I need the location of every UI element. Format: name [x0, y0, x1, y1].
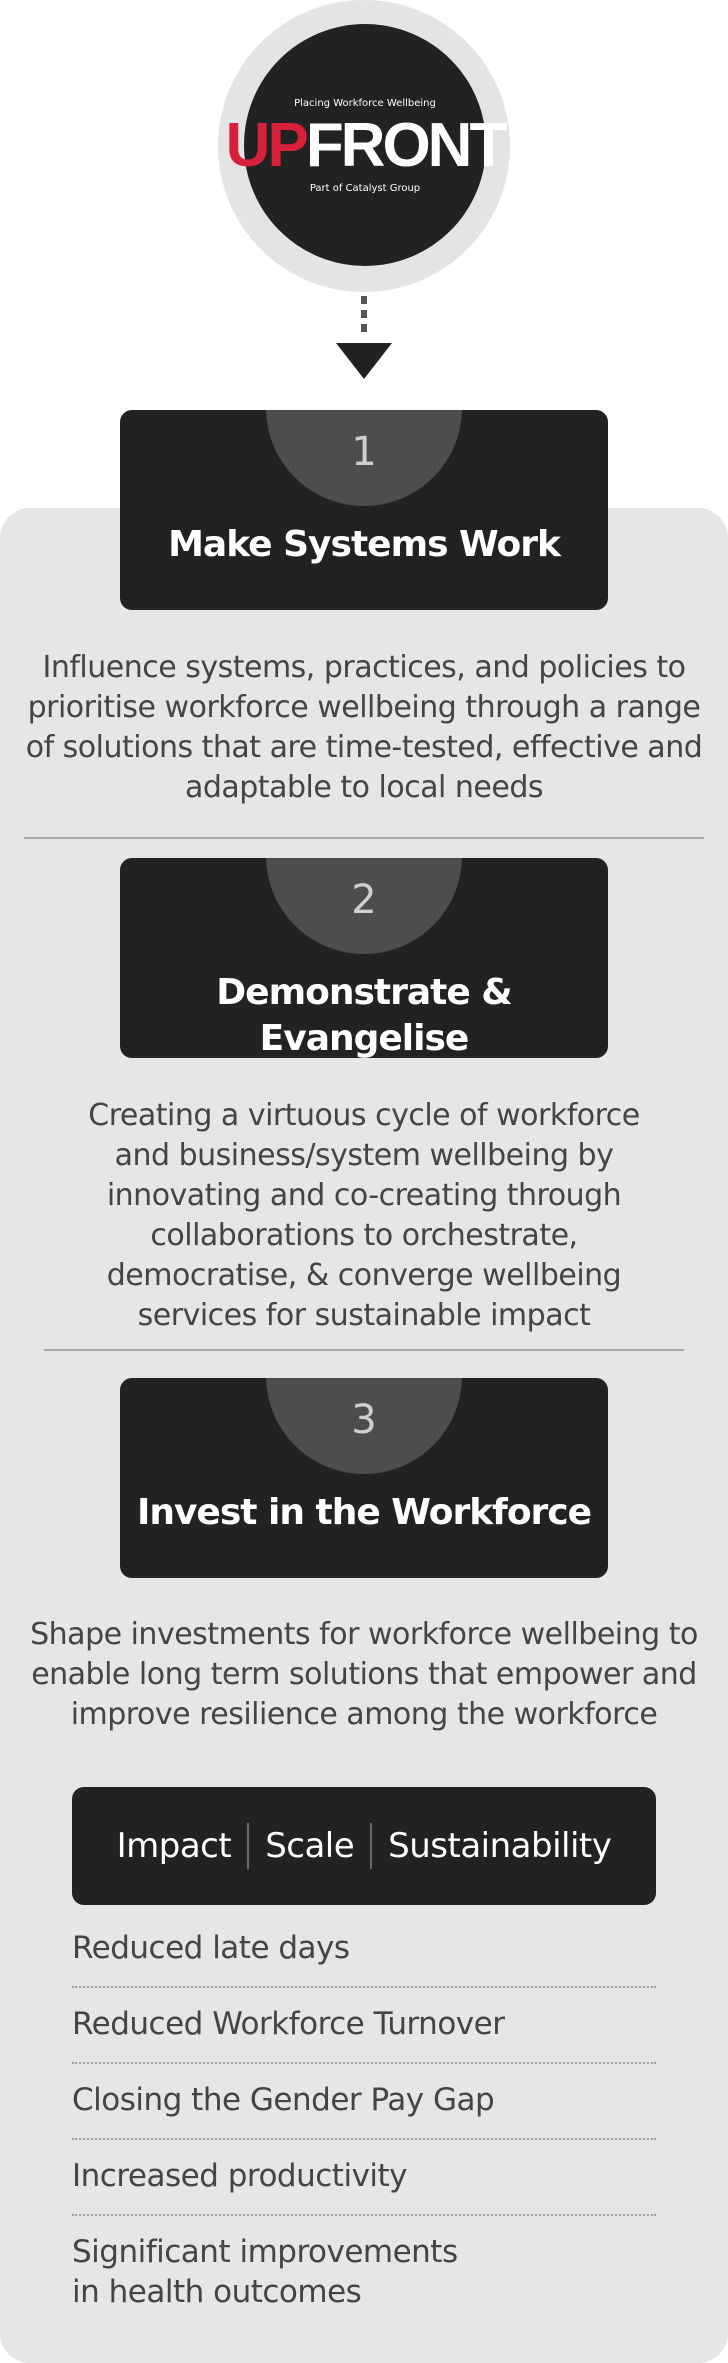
tag-sustainability: Sustainability [388, 1826, 612, 1866]
divider [24, 837, 704, 839]
logo-tagline: Placing Workforce Wellbeing [294, 97, 436, 109]
step-description-3: Shape investments for workforce wellbein… [30, 1617, 698, 1732]
list-item: Reduced Workforce Turnover [72, 1988, 656, 2064]
step-title: Invest in the Workforce [136, 1492, 592, 1533]
step-card-2: 2 Demonstrate & Evangelise [120, 858, 608, 1058]
outcomes-list: Reduced late days Reduced Workforce Turn… [72, 1912, 656, 2330]
logo-subtitle: Part of Catalyst Group [309, 182, 421, 194]
logo-word-front: FRONT [305, 110, 508, 180]
dotted-connector [361, 296, 367, 338]
arrow-down-icon [336, 343, 392, 379]
step-description-1: Influence systems, practices, and polici… [25, 650, 703, 805]
divider [44, 1349, 684, 1351]
tag-impact: Impact [116, 1826, 232, 1866]
step-description-2: Creating a virtuous cycle of workforce a… [88, 1098, 640, 1333]
step-number: 1 [351, 429, 377, 475]
tag-divider [247, 1823, 250, 1869]
logo-wordmark: UPFRONT [225, 110, 508, 180]
tag-scale: Scale [265, 1826, 355, 1866]
logo-ring: Placing Workforce Wellbeing UPFRONT Part… [218, 0, 510, 292]
step-number: 2 [351, 877, 377, 923]
step-title: Demonstrate & Evangelise [216, 972, 512, 1058]
step-card-1: 1 Make Systems Work [120, 410, 608, 610]
tag-divider [370, 1823, 373, 1869]
logo-word-up: UP [225, 110, 309, 180]
list-item: Reduced late days [72, 1912, 656, 1988]
step-title: Make Systems Work [168, 524, 561, 565]
step-number: 3 [351, 1397, 377, 1443]
list-item: Significant improvements in health outco… [72, 2234, 458, 2310]
list-item: Closing the Gender Pay Gap [72, 2064, 656, 2140]
logo: Placing Workforce Wellbeing UPFRONT Part… [226, 24, 507, 266]
step-card-3: 3 Invest in the Workforce [120, 1378, 608, 1578]
list-item: Increased productivity [72, 2140, 656, 2216]
impact-tags: Impact Scale Sustainability [72, 1787, 656, 1905]
